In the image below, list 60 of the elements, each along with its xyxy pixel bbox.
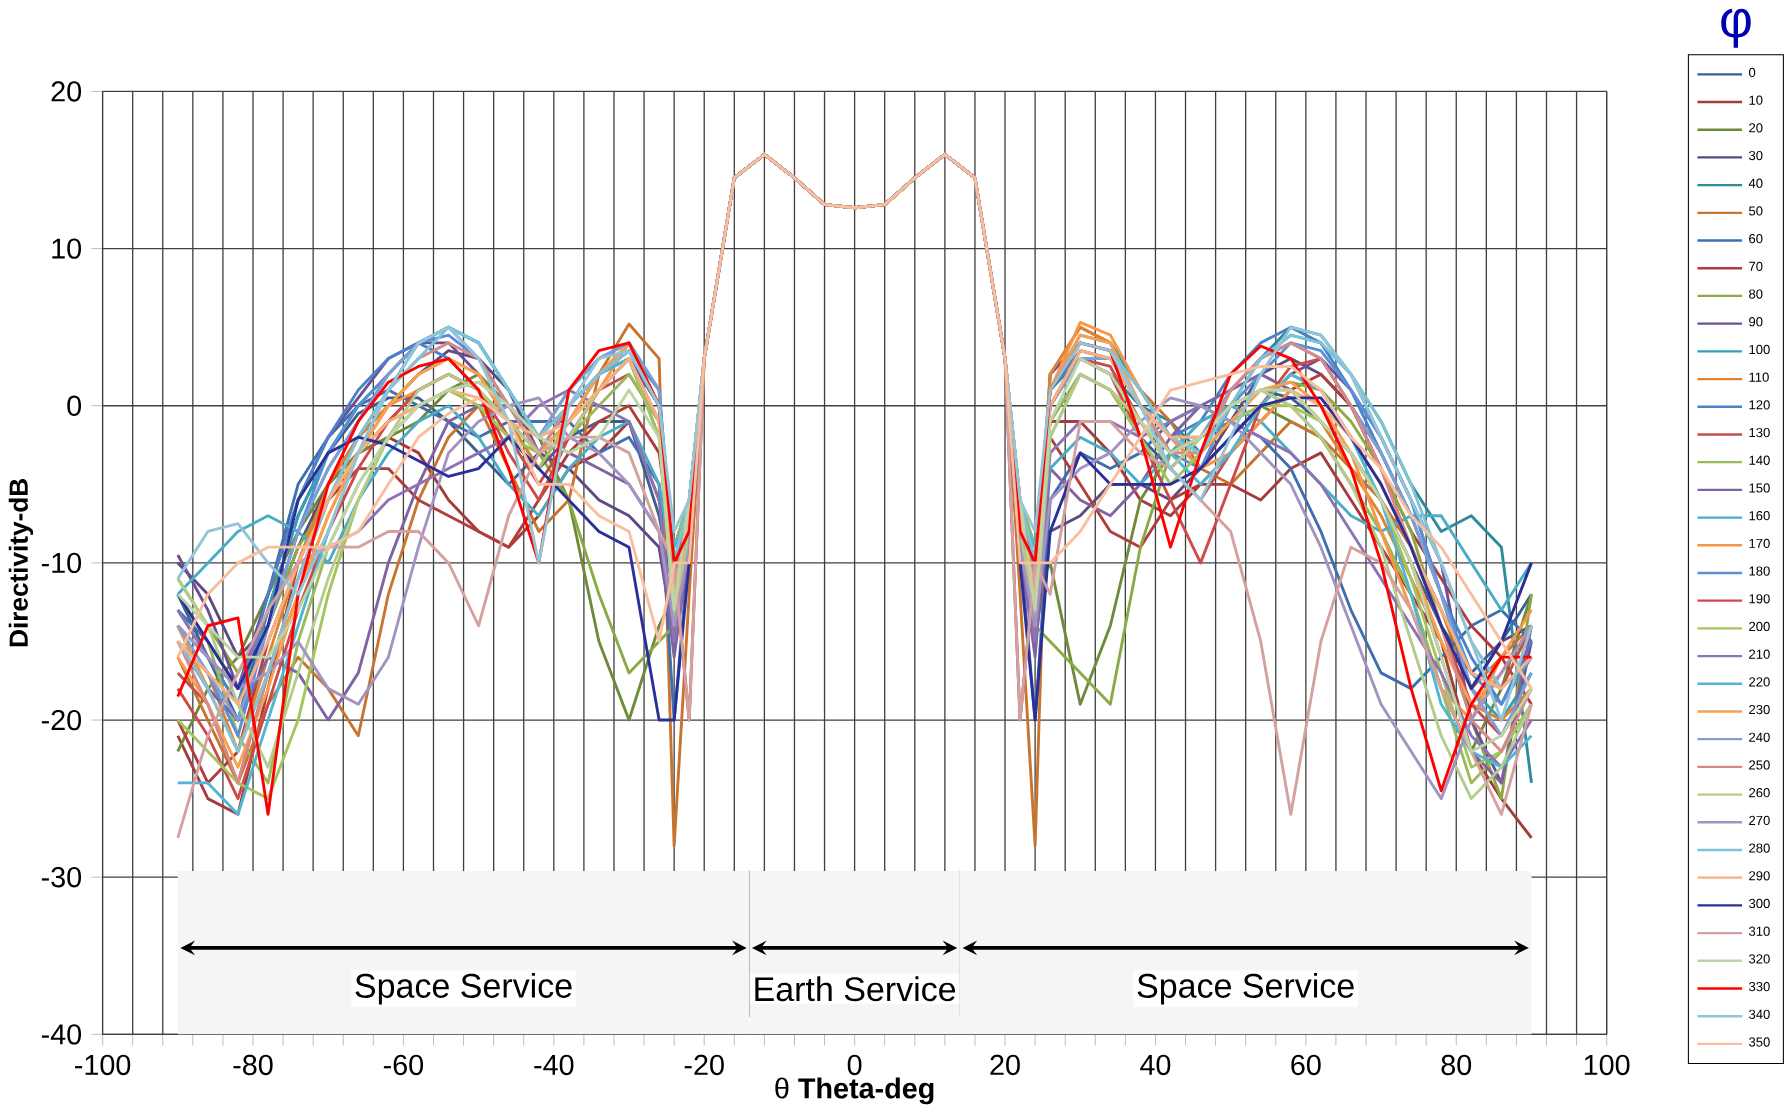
legend-label: 280 [1749, 843, 1770, 853]
legend-label: 40 [1748, 178, 1763, 188]
x-tick-label: 20 [990, 1054, 1020, 1076]
legend-label: 230 [1749, 704, 1770, 715]
x-tick-label: -40 [534, 1054, 574, 1076]
x-tick-label: 80 [1441, 1054, 1472, 1076]
band-label: Earth Service [755, 976, 956, 1002]
legend-label: 30 [1748, 150, 1763, 161]
y-tick-label: 10 [52, 238, 82, 259]
legend-label: 350 [1748, 1037, 1770, 1047]
legend-label: 20 [1749, 123, 1763, 133]
x-axis-title: θ Theta-deg [775, 1077, 934, 1105]
legend-label: 290 [1749, 871, 1770, 881]
x-tick-label: 60 [1291, 1054, 1321, 1076]
legend-label: 50 [1749, 206, 1763, 216]
legend-label: 300 [1748, 898, 1770, 909]
legend-label: 60 [1749, 233, 1763, 244]
y-tick-label: -40 [41, 1024, 82, 1045]
x-tick-label: -20 [684, 1054, 724, 1076]
band-label: Space Service [355, 972, 572, 1005]
legend-label: 310 [1748, 926, 1770, 936]
legend-label: 330 [1748, 981, 1770, 992]
legend-label: 100 [1749, 344, 1770, 355]
y-axis-title: Directivity-dB [8, 479, 34, 647]
y-tick-label: 20 [51, 81, 82, 102]
legend-label: 90 [1749, 317, 1763, 327]
legend-label: 80 [1749, 289, 1763, 299]
legend-label: 180 [1749, 566, 1770, 576]
x-tick-label: 100 [1584, 1054, 1630, 1076]
legend-label: 340 [1748, 1009, 1770, 1019]
y-tick-label: -30 [41, 867, 82, 888]
legend-label: 260 [1749, 788, 1770, 798]
legend-label: 140 [1749, 455, 1770, 465]
band-label: Space Service [1137, 972, 1354, 1005]
legend-label: 240 [1749, 732, 1770, 742]
legend-title: φ [1721, 8, 1751, 48]
legend-label: 210 [1749, 649, 1770, 659]
legend-label: 220 [1749, 677, 1770, 687]
legend-label: 170 [1749, 538, 1770, 548]
legend-label: 160 [1749, 511, 1770, 521]
x-tick-label: -80 [233, 1054, 273, 1076]
x-tick-label: -60 [383, 1054, 424, 1076]
y-tick-label: 0 [67, 395, 82, 416]
legend-label: 110 [1749, 372, 1769, 382]
x-tick-label: 0 [847, 1054, 862, 1076]
legend-label: 270 [1749, 815, 1770, 825]
legend-label: 320 [1748, 954, 1770, 964]
x-tick-label: -100 [75, 1054, 131, 1076]
x-tick-label: 40 [1140, 1054, 1171, 1076]
legend-label: 190 [1749, 594, 1770, 604]
legend-label: 150 [1749, 483, 1770, 493]
legend-label: 10 [1749, 95, 1763, 105]
legend-label: 200 [1749, 621, 1770, 632]
y-tick-label: -20 [41, 709, 82, 731]
legend-label: 0 [1748, 67, 1756, 78]
legend-label: 70 [1749, 261, 1763, 271]
legend-label: 120 [1749, 400, 1770, 410]
legend-label: 250 [1749, 760, 1770, 770]
legend-label: 130 [1749, 427, 1770, 438]
y-tick-label: -10 [41, 552, 82, 574]
